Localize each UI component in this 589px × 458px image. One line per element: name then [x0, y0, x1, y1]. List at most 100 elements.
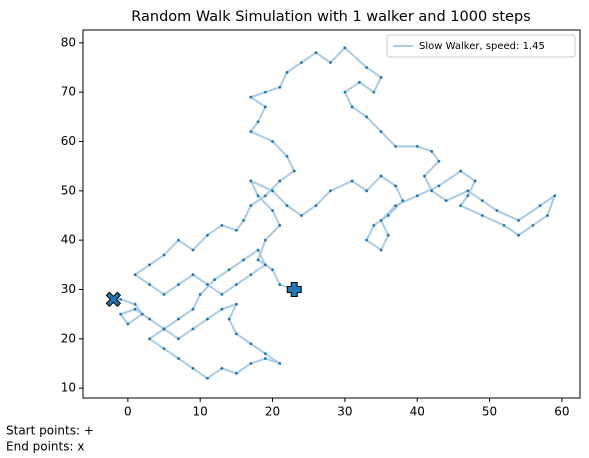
walk-point: [162, 293, 166, 296]
walk-point: [329, 61, 332, 64]
walk-point: [365, 115, 368, 119]
walk-point: [285, 204, 289, 208]
walk-point: [148, 337, 151, 341]
walk-point: [263, 90, 267, 94]
walk-point: [177, 357, 180, 360]
walk-point: [553, 194, 557, 198]
walk-point: [177, 317, 180, 321]
walk-point: [206, 317, 209, 321]
walk-point: [480, 199, 484, 203]
walk-point: [206, 376, 209, 380]
walk-point: [365, 189, 368, 193]
walk-point: [162, 327, 166, 331]
walk-point: [140, 312, 144, 316]
walk-point: [372, 223, 376, 227]
walk-point: [220, 293, 224, 296]
x-tick-label: 60: [554, 405, 569, 419]
walk-point: [531, 223, 535, 227]
walk-point: [191, 367, 195, 370]
walk-point: [177, 283, 180, 286]
legend-label: Slow Walker, speed: 1.45: [419, 41, 545, 52]
walk-point: [249, 204, 253, 208]
walk-point: [191, 327, 195, 331]
walk-point: [365, 238, 368, 242]
walk-point: [191, 307, 195, 311]
walk-point: [249, 95, 253, 99]
walk-point: [459, 204, 463, 208]
walk-point: [401, 199, 405, 203]
x-tick-label: 30: [337, 405, 352, 419]
walk-point: [126, 322, 130, 326]
walk-point: [249, 179, 253, 183]
walk-point: [343, 90, 347, 94]
walk-point: [379, 174, 383, 178]
walk-point: [249, 342, 253, 346]
walk-point: [437, 184, 441, 188]
walk-point: [386, 214, 390, 217]
walk-point: [343, 46, 347, 50]
y-tick-label: 70: [61, 85, 76, 99]
walk-point: [234, 283, 238, 286]
walk-point: [271, 140, 274, 143]
walk-point: [394, 204, 397, 208]
walk-point: [148, 263, 151, 267]
walk-point: [278, 85, 282, 89]
walk-point: [249, 362, 253, 365]
walk-point: [466, 194, 470, 198]
walk-point: [430, 189, 434, 193]
y-tick-label: 40: [61, 233, 76, 247]
walk-point: [198, 293, 202, 296]
walk-point: [292, 169, 296, 173]
walk-point: [234, 228, 238, 232]
walk-point: [459, 169, 463, 173]
walk-point: [148, 317, 151, 321]
walk-point: [234, 332, 238, 336]
walk-point: [444, 199, 448, 203]
walk-point: [191, 273, 195, 277]
walk-line: [113, 46, 557, 380]
walk-point: [177, 337, 180, 341]
walk-point: [220, 223, 224, 227]
start-note: Start points: +: [6, 424, 94, 438]
walk-point: [350, 179, 354, 183]
walk-point: [227, 317, 231, 321]
walk-point: [285, 71, 289, 74]
walk-point: [263, 105, 267, 109]
walk-point: [365, 66, 368, 69]
walk-point: [278, 179, 282, 183]
x-tick-label: 50: [482, 405, 497, 419]
walk-point: [379, 219, 383, 222]
walk-point: [285, 154, 289, 158]
walk-point: [133, 273, 137, 277]
walk-point: [263, 238, 267, 242]
y-tick-label: 10: [61, 381, 76, 395]
x-tick-label: 20: [265, 405, 280, 419]
walk-point: [256, 248, 260, 252]
walk-point: [394, 184, 397, 188]
walk-point: [278, 223, 282, 227]
walk-point: [227, 268, 231, 272]
walk-point: [271, 268, 274, 272]
y-tick-label: 60: [61, 134, 76, 148]
walk-point: [423, 174, 426, 178]
walk-point: [314, 204, 318, 208]
walk-point: [379, 248, 383, 252]
start-marker: [286, 281, 302, 297]
y-tick-label: 30: [61, 282, 76, 296]
walk-point: [206, 233, 209, 237]
walk-point: [242, 219, 246, 222]
walk-point: [263, 357, 267, 360]
walk-point: [263, 352, 267, 356]
walk-point: [300, 61, 303, 64]
walk-point: [234, 302, 238, 306]
walk-point: [148, 283, 151, 286]
y-tick-label: 80: [61, 35, 76, 49]
legend-box: [386, 34, 576, 58]
walk-point: [263, 194, 267, 198]
walk-point: [394, 145, 397, 148]
end-marker: [105, 291, 122, 308]
walk-point: [177, 238, 180, 242]
x-tick-label: 40: [410, 405, 425, 419]
walk-point: [191, 248, 195, 252]
